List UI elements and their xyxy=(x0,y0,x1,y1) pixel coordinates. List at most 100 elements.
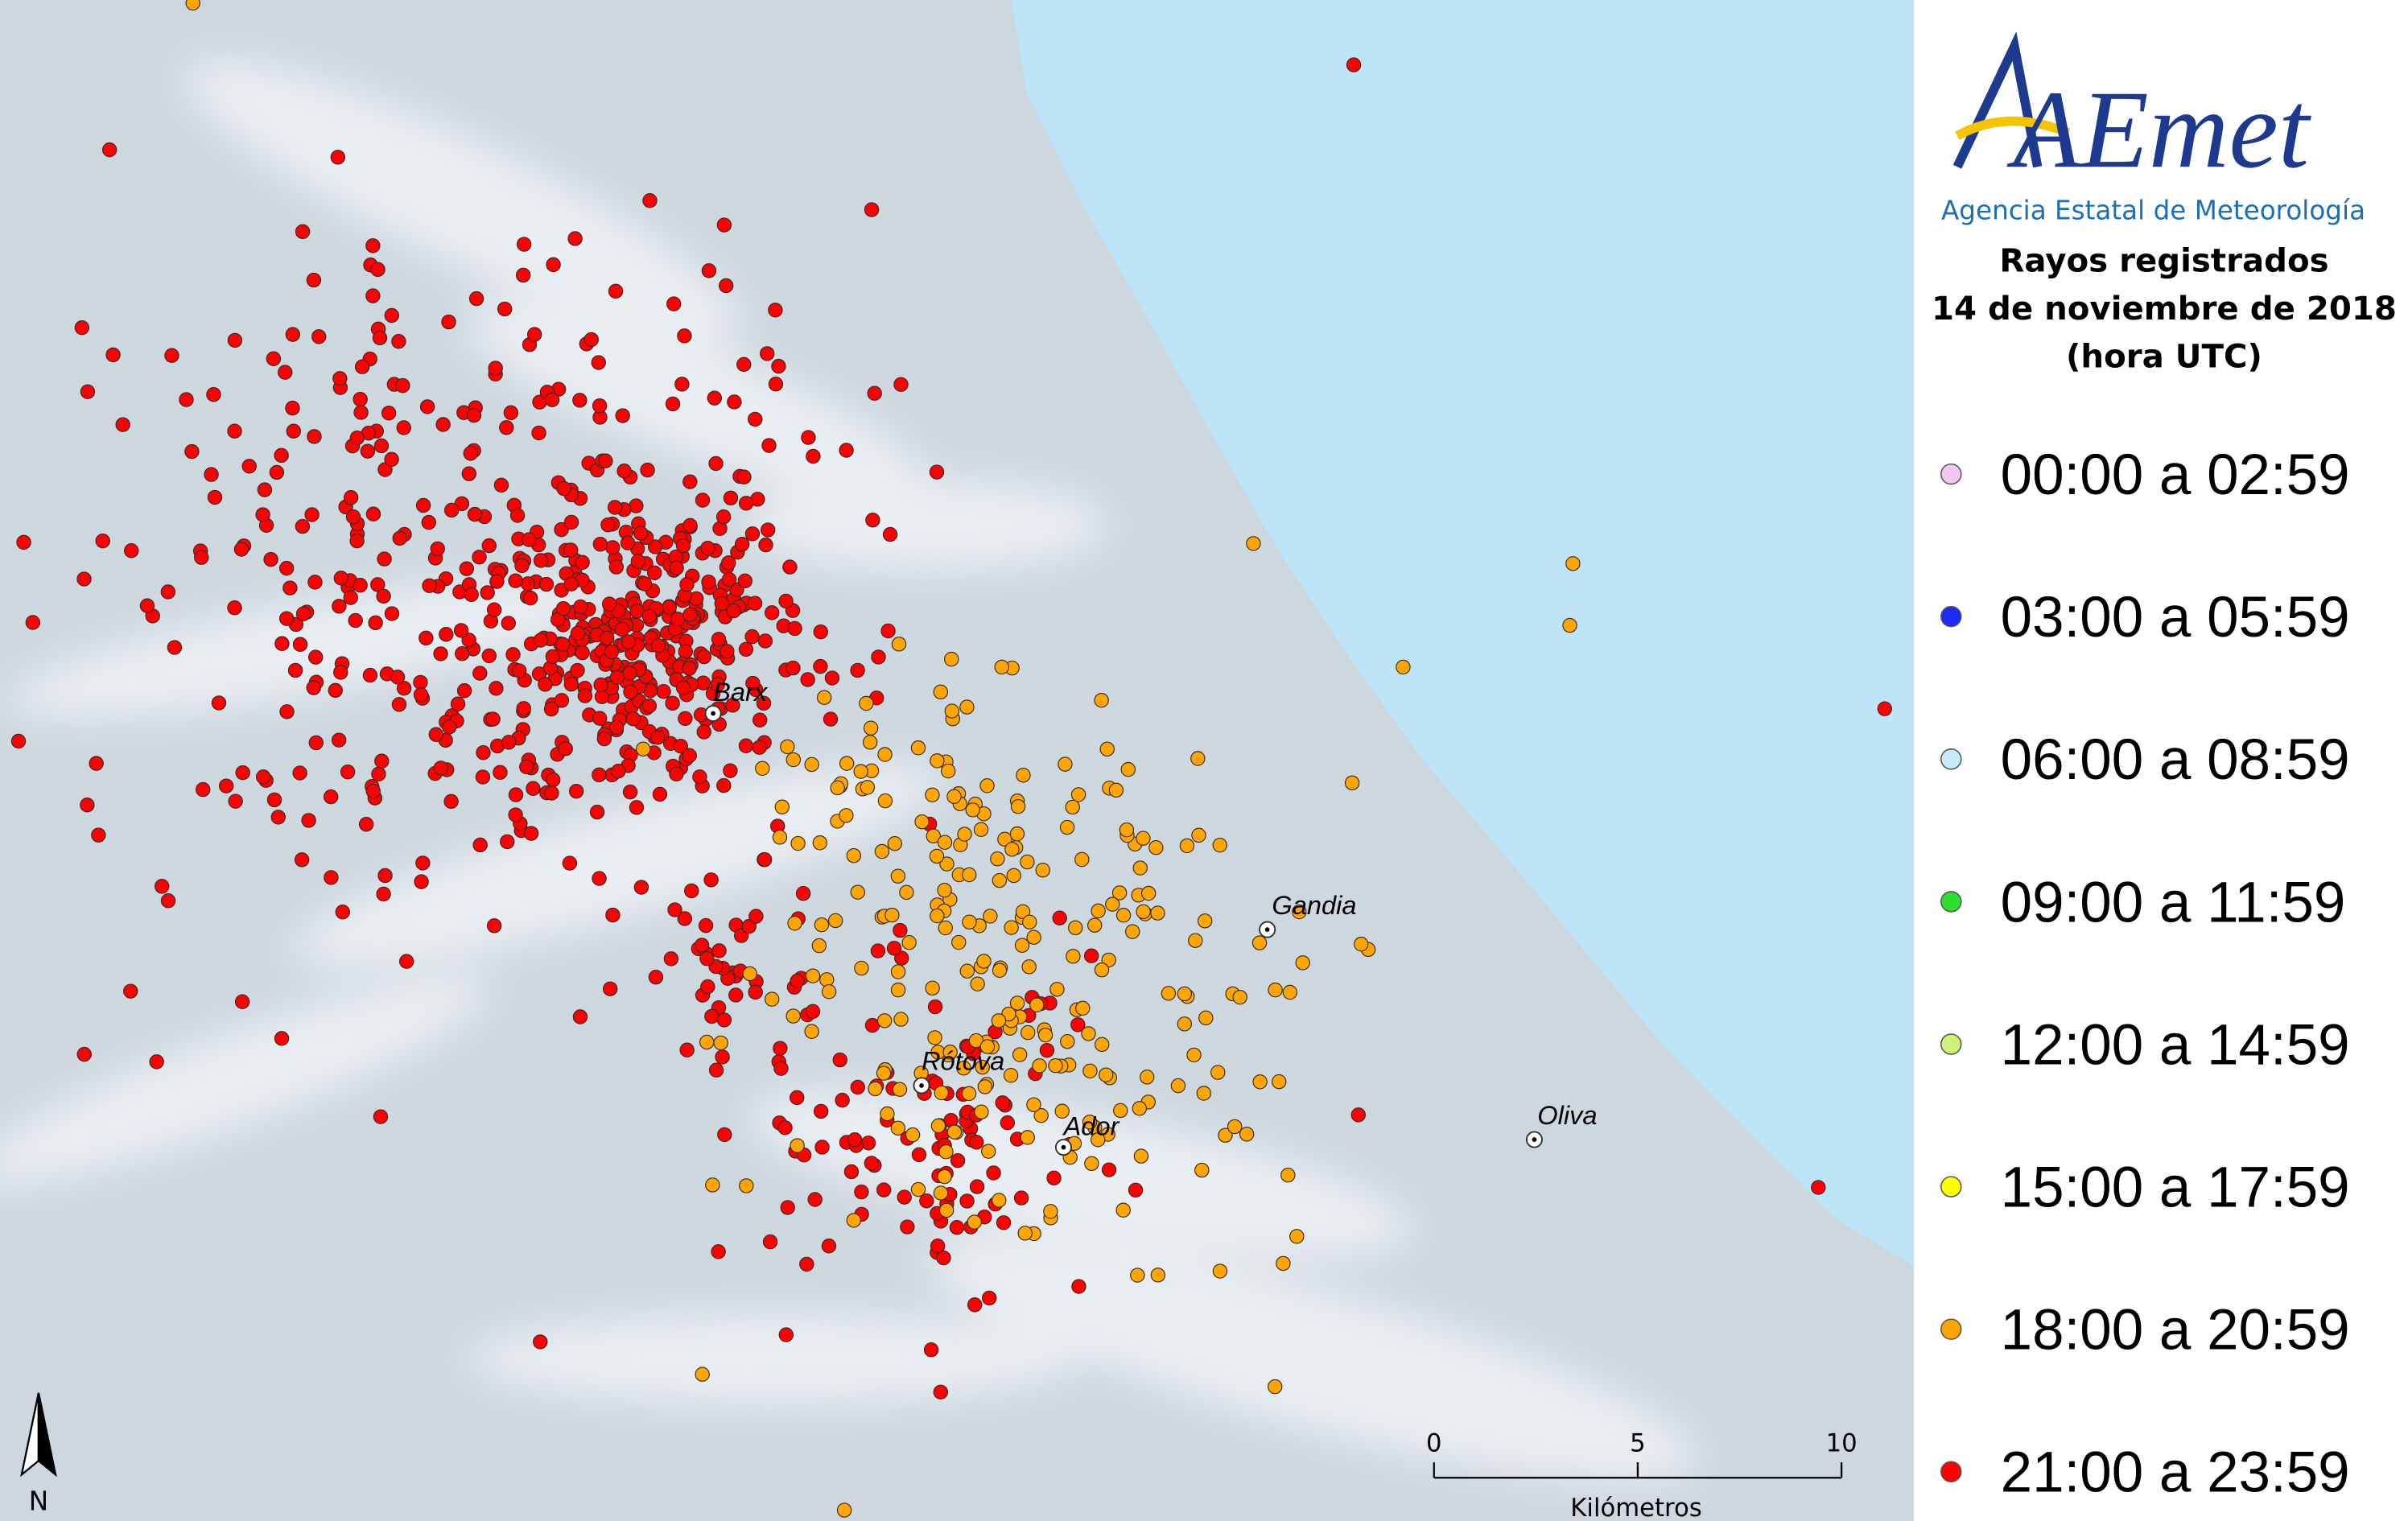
strike xyxy=(965,802,980,818)
strike xyxy=(811,938,827,954)
strike xyxy=(1170,1078,1186,1094)
strike xyxy=(976,954,992,969)
strike xyxy=(836,1502,852,1518)
logo-agency: Agencia Estatal de Meteorología xyxy=(1941,195,2365,225)
strike xyxy=(1049,982,1065,997)
sea xyxy=(1011,0,1915,1267)
strike xyxy=(726,603,741,619)
strike xyxy=(1016,768,1031,783)
strike xyxy=(939,856,955,872)
legend-swatch xyxy=(1940,463,1962,485)
strike xyxy=(900,1219,915,1235)
strike xyxy=(677,911,693,926)
strike xyxy=(944,651,959,667)
strike xyxy=(139,598,155,613)
strike xyxy=(1029,997,1045,1012)
strike xyxy=(1232,989,1247,1005)
strike xyxy=(718,278,734,294)
strike xyxy=(596,731,612,747)
place-marker-dot xyxy=(1061,1144,1066,1150)
strike xyxy=(839,808,854,823)
strike xyxy=(1006,868,1021,884)
strike xyxy=(795,885,811,901)
place-marker-dot xyxy=(1264,927,1270,932)
strike xyxy=(497,301,513,317)
strike xyxy=(821,984,837,1000)
strike xyxy=(870,943,886,958)
strike xyxy=(489,681,504,696)
strike xyxy=(255,769,271,785)
strike xyxy=(91,827,106,843)
strike xyxy=(1292,904,1307,920)
strike xyxy=(1081,1026,1096,1041)
strike xyxy=(602,981,618,996)
strike xyxy=(1115,908,1132,923)
strike xyxy=(1268,982,1283,998)
strike xyxy=(556,480,571,497)
strike xyxy=(704,1008,720,1024)
strike xyxy=(311,329,327,344)
strike xyxy=(854,960,869,976)
strike xyxy=(785,1008,801,1024)
strike xyxy=(650,730,666,745)
strike xyxy=(333,571,349,586)
strike xyxy=(332,599,347,614)
scale-bar: 0 5 10 Kilómetros xyxy=(1426,1430,1858,1521)
strike xyxy=(1070,787,1086,802)
strike xyxy=(804,1024,819,1039)
strike xyxy=(227,600,242,616)
strike xyxy=(1000,1115,1016,1131)
strike xyxy=(705,1177,720,1193)
strike xyxy=(1020,854,1035,870)
strike xyxy=(80,384,96,400)
strike xyxy=(1020,1024,1036,1041)
strike xyxy=(821,1239,837,1254)
strike xyxy=(207,489,223,505)
strike xyxy=(1197,913,1213,929)
strike xyxy=(154,879,170,894)
title-line: (hora UTC) xyxy=(2066,339,2262,376)
strike xyxy=(1037,1027,1054,1043)
strike xyxy=(211,695,227,711)
strike xyxy=(1396,659,1411,675)
strike xyxy=(675,538,691,554)
strike xyxy=(1099,1067,1114,1082)
strike xyxy=(745,675,761,691)
strike xyxy=(185,0,200,11)
strike xyxy=(381,406,397,421)
strike xyxy=(415,855,431,871)
legend-label: 21:00 a 23:59 xyxy=(2001,1441,2350,1505)
strike xyxy=(742,966,757,982)
strike xyxy=(562,855,578,871)
strike xyxy=(459,561,475,576)
legend-swatch xyxy=(1940,1318,1962,1340)
strike xyxy=(499,420,514,435)
strike xyxy=(647,565,662,581)
strike xyxy=(307,429,322,444)
strike xyxy=(846,1213,862,1228)
strike xyxy=(721,571,737,587)
strike xyxy=(946,789,962,804)
strike xyxy=(533,633,549,648)
strike xyxy=(1177,986,1193,1002)
strike xyxy=(306,272,322,288)
strike xyxy=(761,438,777,453)
strike xyxy=(1115,1202,1131,1218)
strike xyxy=(577,688,593,703)
strike xyxy=(910,1181,926,1197)
strike xyxy=(1022,914,1037,930)
strike xyxy=(890,868,906,884)
strike xyxy=(1033,1107,1049,1123)
strike xyxy=(1083,948,1099,963)
place-label: Barx xyxy=(713,677,769,707)
strike xyxy=(419,630,434,646)
strike xyxy=(622,784,638,800)
strike xyxy=(805,1004,821,1020)
strike xyxy=(936,1250,951,1266)
title-line: Rayos registrados xyxy=(1999,243,2328,280)
strike xyxy=(1048,1057,1063,1074)
strike xyxy=(543,701,559,717)
strike xyxy=(1075,1000,1091,1016)
strike xyxy=(285,400,300,416)
strike xyxy=(600,517,616,533)
